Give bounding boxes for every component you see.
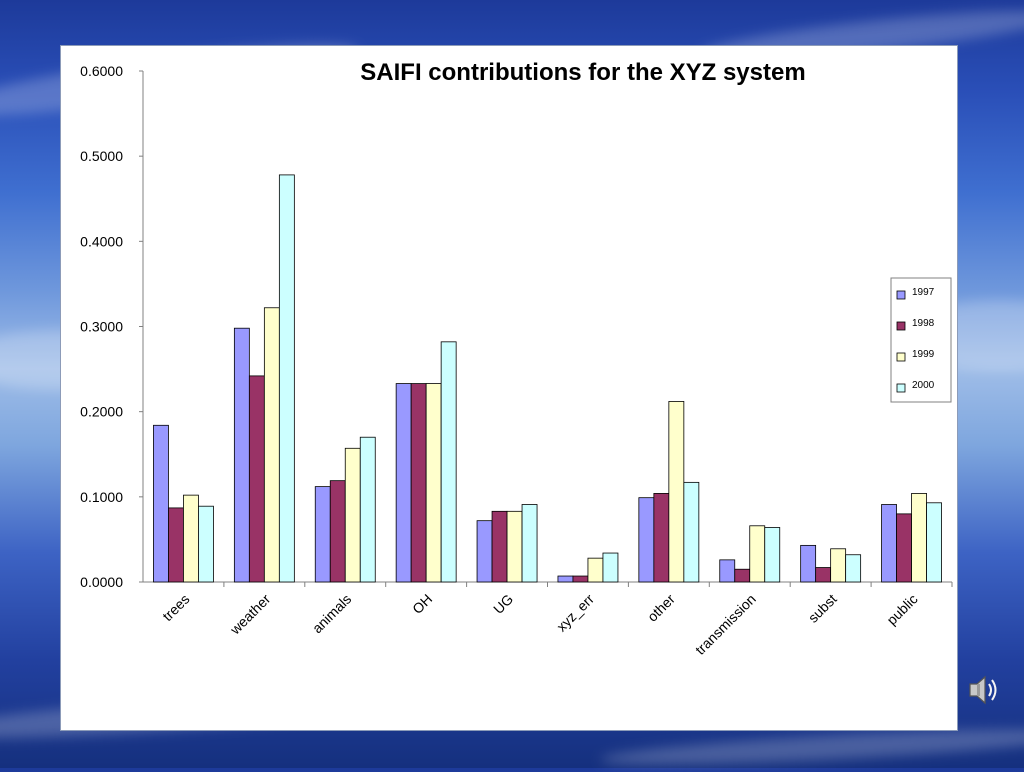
x-tick-label: subst xyxy=(805,591,840,626)
chart-panel: SAIFI contributions for the XYZ system 0… xyxy=(60,45,958,731)
bar xyxy=(683,481,700,583)
legend-label: 1998 xyxy=(912,318,935,329)
y-tick-label: 0.2000 xyxy=(80,404,123,420)
bar xyxy=(233,327,250,583)
legend-label: 1999 xyxy=(912,349,935,360)
y-tick-label: 0.0000 xyxy=(80,574,123,590)
bar xyxy=(425,383,442,583)
bar xyxy=(557,575,574,583)
y-tick-label: 0.1000 xyxy=(80,489,123,505)
bar xyxy=(410,383,427,583)
bar xyxy=(248,375,265,583)
bar xyxy=(329,480,346,583)
bar xyxy=(830,548,847,583)
bar xyxy=(896,513,912,583)
x-tick-label: public xyxy=(883,591,920,628)
bar xyxy=(764,527,781,583)
bar xyxy=(153,424,169,583)
bar xyxy=(359,436,376,583)
legend-swatch xyxy=(896,321,906,331)
bar xyxy=(344,447,361,583)
bar xyxy=(440,341,457,583)
bars xyxy=(153,174,942,583)
bar xyxy=(653,493,670,583)
bar xyxy=(719,559,736,583)
x-tick-label: animals xyxy=(309,591,354,636)
bar xyxy=(668,401,685,583)
bar xyxy=(314,486,331,583)
chart-title: SAIFI contributions for the XYZ system xyxy=(360,59,805,86)
x-tick-label: trees xyxy=(159,591,192,624)
chart: SAIFI contributions for the XYZ system 0… xyxy=(80,59,953,658)
bar xyxy=(911,493,927,583)
x-tick-label: transmission xyxy=(692,591,759,658)
bar xyxy=(602,552,619,583)
y-tick-label: 0.3000 xyxy=(80,319,123,335)
x-tick-label: other xyxy=(644,591,678,625)
bar xyxy=(926,502,942,583)
bar xyxy=(183,494,199,583)
bar xyxy=(572,575,589,583)
legend: 1997 1998 1999 2000 xyxy=(890,277,952,403)
bar xyxy=(638,497,655,583)
x-axis: trees weather animals OH UG xyz_err other trans… xyxy=(159,582,953,658)
bar xyxy=(800,544,817,583)
y-tick-label: 0.5000 xyxy=(80,148,123,164)
bar xyxy=(845,554,862,583)
bar xyxy=(749,525,766,583)
bar xyxy=(506,510,523,583)
bar xyxy=(734,568,751,583)
bar xyxy=(587,557,604,583)
legend-label: 1997 xyxy=(912,287,935,298)
x-tick-label: weather xyxy=(226,591,273,638)
bar xyxy=(198,505,214,583)
x-tick-label: xyz_err xyxy=(553,591,597,635)
bar xyxy=(395,383,412,583)
bar xyxy=(881,504,897,583)
legend-label: 2000 xyxy=(912,380,935,391)
x-tick-label: UG xyxy=(490,591,516,617)
y-tick-label: 0.6000 xyxy=(80,63,123,79)
speaker-icon[interactable] xyxy=(966,672,1000,708)
bar xyxy=(263,307,280,583)
y-tick-label: 0.4000 xyxy=(80,233,123,249)
legend-swatch xyxy=(896,290,906,300)
bar xyxy=(476,520,493,583)
bar xyxy=(491,510,508,583)
bar xyxy=(278,174,295,583)
bar xyxy=(815,567,832,583)
bar xyxy=(521,504,538,583)
x-tick-label: OH xyxy=(409,591,435,617)
bar xyxy=(168,507,184,583)
legend-swatch xyxy=(896,383,906,393)
legend-swatch xyxy=(896,352,906,362)
